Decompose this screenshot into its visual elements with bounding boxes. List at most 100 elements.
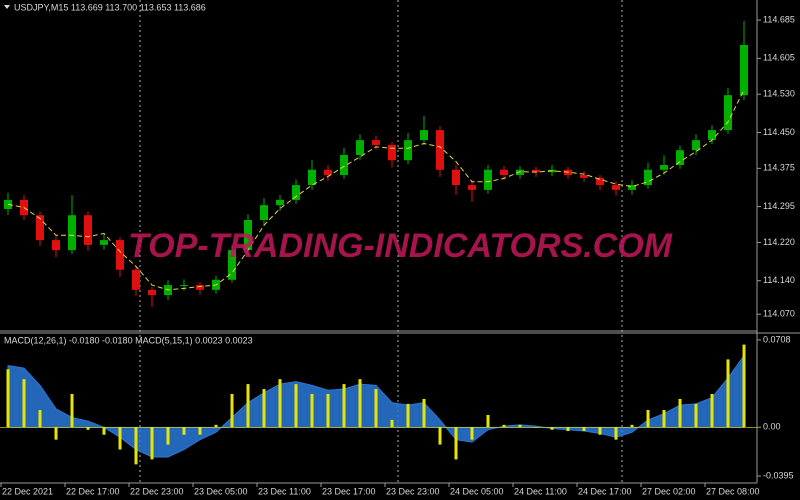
histogram-bar [198, 427, 202, 435]
candle-body [244, 220, 252, 251]
candle-body [84, 215, 92, 245]
histogram-bar [710, 393, 714, 428]
histogram-bar [630, 424, 634, 428]
y-tick-label: 114.140 [763, 275, 795, 285]
candle-body [388, 144, 396, 161]
histogram-bar [614, 427, 618, 440]
histogram-bar [182, 427, 186, 435]
y-tick-label: 114.605 [763, 53, 795, 63]
candle-body [676, 150, 684, 165]
watermark: TOP-TRADING-INDICATORS.COM [128, 227, 673, 265]
candle-body [516, 169, 524, 176]
histogram-bar [326, 393, 330, 428]
candle-body [100, 240, 108, 245]
histogram-bar [246, 384, 250, 428]
candle-body [532, 169, 540, 173]
candle-body [356, 140, 364, 155]
x-tick-label: 22 Dec 17:00 [66, 486, 120, 496]
histogram-bar [502, 424, 506, 428]
y-tick-label: 114.070 [763, 309, 795, 319]
x-tick-label: 23 Dec 05:00 [194, 486, 248, 496]
y-tick-label: 114.295 [763, 201, 795, 211]
x-tick-label: 23 Dec 23:00 [386, 486, 440, 496]
x-tick-label: 23 Dec 11:00 [258, 486, 311, 496]
histogram-bar [534, 427, 538, 428]
histogram-bar [278, 379, 282, 428]
histogram-bar [406, 403, 410, 428]
candle-body [628, 185, 636, 190]
histogram-bar [118, 427, 122, 450]
candle-body [260, 205, 268, 220]
y-tick-label: 0.0708 [763, 334, 791, 344]
histogram-bar [358, 379, 362, 428]
candle-body [500, 169, 508, 176]
histogram-bar [342, 384, 346, 428]
x-tick-label: 24 Dec 17:00 [578, 486, 632, 496]
y-tick-label: 114.450 [763, 127, 795, 137]
histogram-bar [550, 427, 554, 430]
histogram-bar [678, 398, 682, 428]
x-tick-label: 27 Dec 08:00 [706, 486, 760, 496]
candle-body [660, 165, 668, 170]
histogram-bar [646, 410, 650, 428]
candle-body [484, 169, 492, 190]
histogram-bar [230, 393, 234, 428]
histogram-bar [134, 427, 138, 465]
candle-body [148, 289, 156, 296]
histogram-bar [38, 410, 42, 428]
candle-body [468, 185, 476, 190]
x-tick-label: 23 Dec 17:00 [322, 486, 376, 496]
candle-body [292, 185, 300, 200]
histogram-bar [86, 427, 90, 430]
candle-body [436, 130, 444, 170]
histogram-bar [694, 403, 698, 428]
histogram-bar [422, 398, 426, 428]
candle-body [308, 169, 316, 186]
x-tick-label: 24 Dec 11:00 [514, 486, 567, 496]
candle-body [228, 250, 236, 280]
y-tick-label: 114.220 [763, 237, 795, 247]
histogram-bar [470, 427, 474, 440]
y-tick-label: 114.530 [763, 89, 795, 99]
y-tick-label: 0.00 [763, 422, 781, 432]
candle-body [612, 185, 620, 190]
histogram-bar [214, 424, 218, 428]
y-tick-label: 114.685 [763, 14, 795, 24]
candle-body [196, 285, 204, 290]
histogram-bar [374, 389, 378, 428]
candle-body [372, 140, 380, 145]
y-tick-label: 114.375 [763, 163, 795, 173]
moving-average [7, 89, 745, 291]
histogram-bar [486, 414, 490, 428]
histogram-bar [438, 427, 442, 445]
candle-body [116, 240, 124, 270]
menu-icon[interactable] [4, 5, 10, 9]
histogram-bar [310, 393, 314, 428]
histogram-bar [566, 427, 570, 432]
histogram-bar [150, 427, 154, 460]
candle-body [692, 140, 700, 151]
candle-body [708, 130, 716, 141]
candle-body [452, 169, 460, 186]
histogram-bar [454, 427, 458, 460]
x-tick-label: 22 Dec 2021 [2, 486, 53, 496]
candle-body [340, 154, 348, 176]
histogram-bar [166, 427, 170, 445]
histogram-bar [726, 359, 730, 428]
candle-body [724, 95, 732, 131]
histogram-bar [742, 344, 746, 428]
histogram-bar [518, 424, 522, 428]
candle-body [580, 175, 588, 178]
candle-body [132, 269, 140, 290]
candle-body [52, 240, 60, 251]
candle-body [596, 177, 604, 186]
histogram-bar [22, 379, 26, 428]
histogram-bar [294, 384, 298, 428]
x-tick-label: 22 Dec 23:00 [130, 486, 184, 496]
chart-title: USDJPY,M15 113.669 113.700 113.653 113.6… [14, 2, 206, 12]
candle-body [180, 285, 188, 287]
histogram-bar [262, 389, 266, 428]
day-separators [139, 0, 623, 483]
candle-body [644, 169, 652, 186]
indicator-title: MACD(12,26,1) -0.0180 -0.0180 MACD(5,15,… [4, 335, 253, 345]
